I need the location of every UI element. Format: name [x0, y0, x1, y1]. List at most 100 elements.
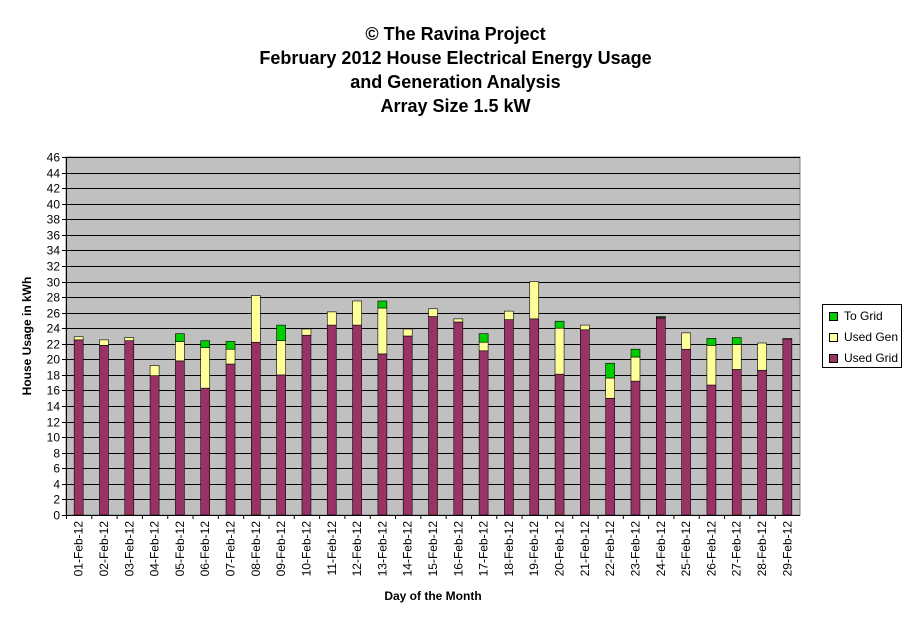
bar-used-grid [504, 319, 514, 516]
x-tick-label: 03-Feb-12 [122, 521, 136, 577]
chart-title-line-3: and Generation Analysis [350, 72, 561, 92]
bar-used-gen [529, 281, 540, 320]
y-tick-label: 18 [47, 369, 61, 383]
x-tick-label: 12-Feb-12 [350, 521, 364, 577]
x-tick-label: 23-Feb-12 [628, 521, 642, 577]
bar-used-gen [402, 328, 413, 337]
bar-to-grid [276, 324, 286, 341]
bar-used-grid [681, 348, 691, 516]
x-tick-label: 22-Feb-12 [603, 521, 617, 577]
x-tick-label: 15-Feb-12 [426, 521, 440, 577]
bar-used-grid [757, 369, 767, 516]
bar-used-gen [757, 342, 767, 371]
bar-used-gen [377, 307, 388, 355]
legend-label-used-gen: Used Gen [844, 330, 899, 344]
bar-used-grid [453, 321, 464, 516]
y-tick-label: 10 [47, 431, 61, 445]
bar-used-grid [630, 380, 641, 516]
bar-used-gen [554, 327, 565, 375]
bar-to-grid [175, 333, 185, 342]
y-tick-label: 20 [47, 353, 61, 367]
x-tick-label: 07-Feb-12 [224, 521, 238, 577]
bar-used-gen [352, 300, 362, 326]
x-tick-label: 02-Feb-12 [97, 521, 111, 577]
y-tick-label: 28 [47, 291, 61, 305]
bar-used-gen [175, 341, 185, 362]
y-tick-label: 30 [47, 276, 61, 290]
bar-used-gen [630, 356, 641, 382]
bar-used-gen [605, 377, 615, 399]
bar-to-grid [377, 300, 388, 309]
x-tick-label: 09-Feb-12 [274, 521, 288, 577]
legend-item-to-grid: To Grid [829, 309, 883, 323]
x-tick-label: 19-Feb-12 [527, 521, 541, 577]
bar-to-grid [630, 348, 641, 358]
y-tick-label: 24 [47, 322, 61, 336]
bar-used-gen [453, 318, 464, 323]
x-tick-label: 08-Feb-12 [249, 521, 263, 577]
y-tick-label: 22 [47, 338, 61, 352]
bar-used-grid [529, 318, 540, 516]
bar-used-grid [175, 360, 185, 516]
x-tick-label: 27-Feb-12 [730, 521, 744, 577]
y-tick-label: 32 [47, 260, 61, 274]
bar-used-gen [428, 308, 438, 317]
bar-used-grid [200, 387, 211, 516]
x-tick-label: 28-Feb-12 [755, 521, 769, 577]
bar-used-grid [301, 334, 312, 516]
bar-used-grid [428, 316, 438, 516]
y-tick-label: 12 [47, 416, 61, 430]
bar-used-grid [225, 363, 236, 516]
bar-used-gen [681, 332, 691, 350]
x-tick-label: 26-Feb-12 [704, 521, 718, 577]
x-tick-label: 24-Feb-12 [654, 521, 668, 577]
legend-swatch-to-grid [829, 311, 838, 321]
legend-label-used-grid: Used Grid [844, 351, 899, 365]
y-tick-label: 4 [53, 478, 60, 492]
y-tick-label: 16 [47, 384, 61, 398]
y-tick-label: 40 [47, 198, 61, 212]
bar-used-grid [605, 397, 615, 516]
y-tick-label: 2 [53, 493, 60, 507]
bar-used-grid [99, 345, 109, 516]
bar-to-grid [731, 337, 742, 345]
bar-used-gen [326, 311, 337, 326]
bar-used-grid [149, 375, 160, 516]
bar-used-grid [402, 335, 413, 516]
bar-used-grid [554, 373, 565, 516]
x-axis-title: Day of the Month [384, 589, 481, 603]
x-tick-label: 29-Feb-12 [780, 521, 794, 577]
chart-title-line-2: February 2012 House Electrical Energy Us… [259, 48, 652, 68]
bar-used-gen [478, 341, 489, 352]
bar-used-gen [731, 344, 742, 370]
bar-to-grid [225, 341, 236, 350]
bar-used-gen [124, 337, 135, 341]
bar-to-grid [200, 340, 211, 348]
bar-used-grid [352, 324, 362, 516]
bar-used-gen [580, 324, 590, 331]
x-tick-label: 18-Feb-12 [502, 521, 516, 577]
y-tick-label: 26 [47, 307, 61, 321]
bar-used-grid [731, 369, 742, 516]
x-tick-label: 20-Feb-12 [553, 521, 567, 577]
bar-used-gen [99, 339, 109, 346]
legend-label-to-grid: To Grid [844, 309, 883, 323]
x-tick-label: 25-Feb-12 [679, 521, 693, 577]
bar-used-gen [706, 345, 717, 386]
bar-used-grid [706, 384, 717, 516]
bar-used-gen [301, 328, 312, 336]
chart-title-line-1: © The Ravina Project [365, 24, 546, 44]
bar-used-grid [73, 339, 84, 516]
bar-used-grid [377, 353, 388, 516]
bar-to-grid [706, 338, 717, 346]
x-tick-label: 01-Feb-12 [72, 521, 86, 577]
y-tick-label: 44 [47, 167, 61, 181]
legend-swatch-used-grid [829, 353, 838, 363]
bar-to-grid [655, 316, 666, 318]
chart-title-line-4: Array Size 1.5 kW [380, 96, 531, 116]
y-tick-label: 46 [47, 151, 61, 165]
y-axis-title: House Usage in kWh [20, 277, 34, 396]
x-tick-label: 17-Feb-12 [477, 521, 491, 577]
